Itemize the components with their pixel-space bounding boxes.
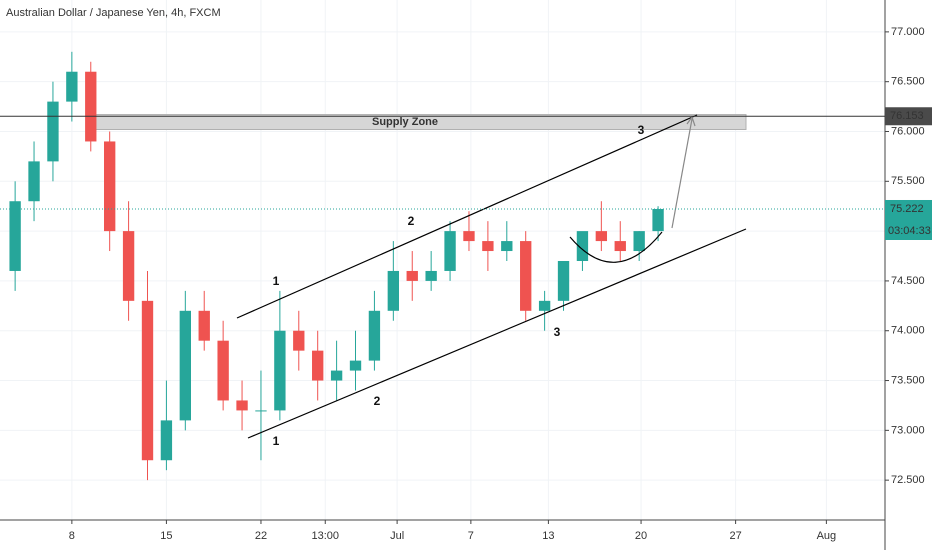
candle-body	[614, 241, 626, 252]
candle-body	[66, 71, 78, 102]
y-tick-label: 77.000	[891, 26, 925, 38]
x-tick-label: 7	[468, 530, 474, 542]
wave-label: 1	[273, 274, 280, 288]
wave-label: 2	[374, 394, 381, 408]
supply-zone: Supply Zone	[89, 114, 747, 131]
candle-body	[387, 270, 400, 311]
candle-body	[520, 241, 532, 311]
y-tick-label: 76.500	[891, 76, 925, 88]
candle-body	[312, 350, 324, 381]
x-tick-label: Aug	[817, 530, 837, 542]
candle-body	[28, 161, 40, 202]
supply-zone-label: Supply Zone	[372, 116, 438, 128]
wave-label: 3	[554, 325, 561, 339]
x-tick-label: 13	[542, 530, 554, 542]
y-tick-label: 72.500	[891, 474, 925, 486]
candle-body	[633, 231, 645, 252]
drawings	[236, 114, 747, 439]
level-badge	[885, 107, 932, 126]
candle-body	[501, 241, 513, 252]
candle-body	[104, 141, 116, 232]
rounding-arc	[569, 231, 663, 263]
chart-title: Australian Dollar / Japanese Yen, 4h, FX…	[6, 7, 221, 19]
wave-label: 1	[273, 434, 280, 448]
y-tick-label: 74.500	[891, 275, 925, 287]
level-label: 76.153	[890, 110, 924, 122]
candle-body	[9, 201, 21, 271]
candle-body	[122, 231, 135, 301]
channel-upper	[236, 114, 698, 319]
last-price-label: 75.222	[890, 203, 924, 215]
wave-label: 3	[638, 123, 645, 137]
candle-body	[330, 370, 343, 381]
candle-body	[463, 231, 475, 242]
candle-body	[538, 300, 551, 311]
candle-body	[425, 270, 437, 281]
candle-body	[595, 231, 608, 242]
candle-body	[217, 340, 229, 401]
candle-body	[293, 330, 305, 351]
y-tick-label: 73.500	[891, 374, 925, 386]
candle-body	[236, 400, 248, 411]
candle-body	[179, 310, 191, 421]
candle-body	[274, 330, 286, 411]
candle-body	[576, 231, 589, 261]
arrow	[671, 118, 693, 229]
candles	[9, 51, 664, 481]
last-price-badge	[885, 199, 932, 240]
channel-lower	[247, 228, 747, 439]
wave-label: 2	[408, 214, 415, 228]
x-tick-label: 20	[635, 530, 647, 542]
countdown: 03:04:33	[888, 225, 931, 237]
candle-body	[444, 231, 456, 271]
y-tick-label: 73.000	[891, 424, 925, 436]
candle-body	[368, 310, 381, 361]
candle-body	[141, 300, 154, 461]
y-tick-label: 75.500	[891, 175, 925, 187]
x-tick-label: 22	[255, 530, 267, 542]
y-tick-label: 76.000	[891, 125, 925, 137]
candle-body	[47, 101, 59, 162]
y-tick-label: 74.000	[891, 325, 925, 337]
candle-body	[85, 71, 97, 142]
candle-body	[406, 270, 418, 281]
candle-body	[255, 410, 267, 412]
candle-body	[198, 310, 210, 341]
candle-body	[160, 420, 173, 461]
arrow-head	[686, 115, 696, 127]
x-tick-label: 8	[69, 530, 75, 542]
x-tick-label: 27	[729, 530, 741, 542]
candle-body	[482, 241, 494, 252]
candle-body	[652, 208, 664, 232]
candle-body	[349, 360, 362, 371]
x-tick-label: 15	[160, 530, 172, 542]
x-tick-label: 13:00	[311, 530, 339, 542]
x-tick-label: Jul	[390, 530, 404, 542]
candle-body	[557, 260, 570, 301]
